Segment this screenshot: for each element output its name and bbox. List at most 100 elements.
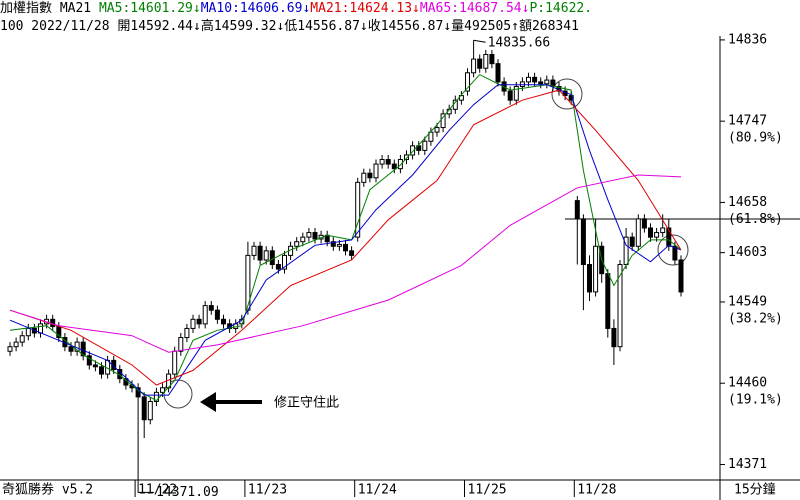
ma-line <box>9 73 682 402</box>
candle-body <box>489 54 495 65</box>
candle-body <box>574 200 580 220</box>
footer-label: 15分鐘 <box>734 482 776 498</box>
y-tick-label: 14460 <box>728 376 767 391</box>
candle-body <box>99 366 104 375</box>
x-tick-label: 11/23 <box>248 483 287 498</box>
candle-body <box>172 350 178 375</box>
candle-body <box>471 58 477 74</box>
candle-body <box>629 236 635 247</box>
candle-body <box>666 227 672 247</box>
candle-body <box>147 400 153 421</box>
candle-body <box>477 58 483 69</box>
candle-body <box>68 346 74 352</box>
candle-body <box>160 387 165 393</box>
candle-body <box>263 250 269 261</box>
candle-body <box>312 232 318 240</box>
candle-body <box>513 85 519 101</box>
candle-body <box>208 305 214 311</box>
y-tick-label: 14747 <box>728 114 767 129</box>
y-tick-note: (19.1%) <box>728 393 783 408</box>
candle-body <box>269 250 275 266</box>
candle-body <box>214 309 220 320</box>
candle-body <box>580 218 586 266</box>
candle-body <box>336 243 342 247</box>
candle-body <box>532 76 538 83</box>
candle-body <box>605 273 611 329</box>
candle-body <box>385 159 391 165</box>
candle-body <box>184 327 190 339</box>
candle-body <box>654 232 660 238</box>
candle-body <box>178 337 184 352</box>
candle-body <box>361 172 367 183</box>
candle-body <box>660 227 666 234</box>
candle-body <box>135 387 141 398</box>
x-tick-label: 11/22 <box>138 483 177 498</box>
candle-body <box>153 391 159 402</box>
ma-line <box>9 89 682 386</box>
candle-body <box>38 323 43 334</box>
y-tick-note: (38.2%) <box>728 311 783 326</box>
candle-body <box>306 232 312 238</box>
candle-body <box>410 145 416 156</box>
candle-body <box>440 113 446 129</box>
legend-entry: MA10:14606.69↓ <box>200 1 311 16</box>
header-info: 100 2022/11/28 開14592.44↓高14599.32↓低1455… <box>0 19 579 34</box>
ma-line <box>9 84 682 396</box>
legend-entry: MA21:14624.13↓ <box>310 1 420 16</box>
candle-body <box>221 318 226 325</box>
ma-line <box>9 174 682 353</box>
candle-body <box>349 250 355 256</box>
candle-body <box>190 318 196 329</box>
highlight-circle <box>163 379 193 409</box>
high-label: 14835.66 <box>488 36 551 51</box>
annotation-arrowhead <box>200 392 216 412</box>
candle-body <box>202 305 208 325</box>
candle-body <box>294 241 300 247</box>
candle-body <box>7 346 13 352</box>
x-tick-label: 11/24 <box>358 483 397 498</box>
candle-body <box>641 218 647 229</box>
candle-body <box>275 264 281 270</box>
y-tick-note: (80.9%) <box>728 131 783 146</box>
x-tick-label: 11/25 <box>468 483 507 498</box>
candle-body <box>483 54 489 69</box>
annotation: 修正守住此 <box>274 396 339 411</box>
candle-body <box>519 81 525 87</box>
leader-line <box>473 39 486 43</box>
candle-body <box>635 218 641 247</box>
candle-body <box>257 245 263 261</box>
candle-body <box>422 140 428 151</box>
candle-body <box>80 341 86 357</box>
candle-body <box>495 63 501 83</box>
candle-body <box>648 227 653 238</box>
candle-body <box>19 335 25 343</box>
candle-body <box>251 245 257 256</box>
candle-body <box>300 236 306 243</box>
header-row: 100 2022/11/28 開14592.44↓高14599.32↓低1455… <box>0 18 800 36</box>
candle-body <box>404 154 409 161</box>
candle-body <box>465 72 470 92</box>
candle-body <box>538 81 544 85</box>
candle-body <box>92 364 98 368</box>
candle-body <box>13 341 19 348</box>
candle-body <box>379 159 385 165</box>
y-tick-label: 14658 <box>728 195 767 210</box>
candle-body <box>434 127 440 133</box>
highlight-circle <box>551 78 583 110</box>
leader-line <box>137 464 155 493</box>
x-tick-label: 11/28 <box>577 483 616 498</box>
y-tick-label: 14371 <box>728 457 767 472</box>
candle-body <box>141 396 147 421</box>
candle-body <box>330 241 336 247</box>
candle-body <box>86 355 92 366</box>
low-label: 14371.09 <box>156 485 219 500</box>
candle-body <box>397 159 403 170</box>
candle-body <box>391 163 397 170</box>
candle-body <box>196 318 202 325</box>
candle-body <box>25 327 31 337</box>
candle-body <box>367 172 373 179</box>
y-tick-label: 14549 <box>728 294 767 309</box>
candle-body <box>593 245 599 293</box>
